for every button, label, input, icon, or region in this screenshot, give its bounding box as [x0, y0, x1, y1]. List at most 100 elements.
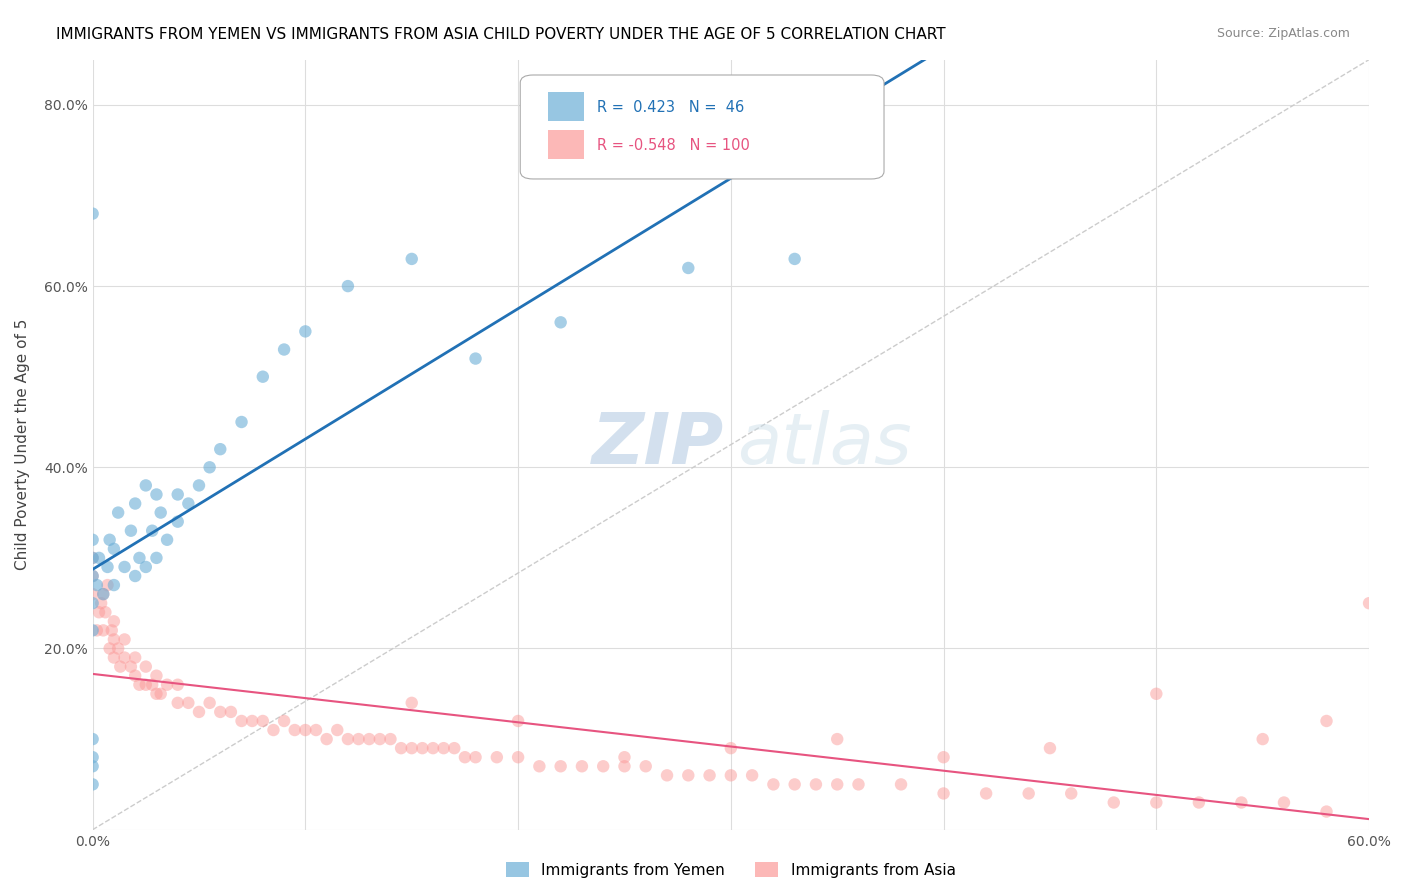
Point — [149, 687, 172, 701]
Point — [91, 624, 114, 638]
Point — [1188, 796, 1211, 810]
Point — [82, 759, 104, 773]
Point — [678, 260, 700, 275]
Point — [326, 723, 349, 737]
Point — [433, 741, 456, 756]
Point — [82, 596, 104, 610]
Point — [82, 206, 104, 220]
Point — [974, 787, 997, 801]
Point — [678, 768, 700, 782]
Point — [1315, 714, 1337, 728]
Point — [145, 487, 167, 501]
Point — [240, 714, 263, 728]
Point — [336, 732, 359, 747]
Point — [110, 659, 132, 673]
Point — [1060, 787, 1083, 801]
Point — [932, 787, 955, 801]
Point — [380, 732, 402, 747]
Point — [135, 560, 157, 574]
Point — [550, 315, 572, 329]
Point — [506, 750, 529, 764]
Point — [634, 759, 657, 773]
Point — [145, 550, 167, 565]
Point — [166, 678, 188, 692]
Point — [571, 759, 593, 773]
Point — [98, 533, 121, 547]
Point — [825, 732, 848, 747]
Point — [592, 759, 614, 773]
Point — [120, 659, 142, 673]
Point — [166, 515, 188, 529]
Point — [103, 650, 125, 665]
Point — [741, 768, 763, 782]
Point — [166, 487, 188, 501]
Point — [890, 777, 912, 791]
Point — [422, 741, 444, 756]
Point — [141, 524, 163, 538]
Point — [114, 560, 136, 574]
Point — [655, 768, 678, 782]
Y-axis label: Child Poverty Under the Age of 5: Child Poverty Under the Age of 5 — [15, 319, 30, 570]
Point — [91, 587, 114, 601]
Point — [124, 668, 146, 682]
Point — [82, 550, 104, 565]
Point — [1251, 732, 1274, 747]
Point — [231, 714, 253, 728]
Point — [135, 659, 157, 673]
Point — [86, 624, 108, 638]
Point — [804, 777, 827, 791]
Point — [401, 741, 423, 756]
Point — [783, 252, 806, 266]
Text: Source: ZipAtlas.com: Source: ZipAtlas.com — [1216, 27, 1350, 40]
Point — [454, 750, 477, 764]
Point — [252, 714, 274, 728]
Point — [128, 678, 150, 692]
Point — [96, 560, 118, 574]
Point — [177, 696, 200, 710]
Point — [219, 705, 242, 719]
Point — [1144, 687, 1167, 701]
Point — [100, 624, 122, 638]
Point — [82, 569, 104, 583]
Point — [82, 533, 104, 547]
Point — [82, 587, 104, 601]
Point — [1358, 596, 1381, 610]
Point — [135, 678, 157, 692]
Point — [932, 750, 955, 764]
Point — [149, 506, 172, 520]
Point — [114, 650, 136, 665]
Point — [135, 478, 157, 492]
Point — [252, 369, 274, 384]
Point — [262, 723, 284, 737]
Point — [124, 569, 146, 583]
Point — [613, 759, 636, 773]
Point — [86, 578, 108, 592]
Point — [82, 624, 104, 638]
Point — [273, 343, 295, 357]
Point — [305, 723, 328, 737]
Point — [103, 578, 125, 592]
Point — [90, 596, 112, 610]
Point — [720, 741, 742, 756]
Point — [98, 641, 121, 656]
Point — [124, 650, 146, 665]
Point — [464, 750, 486, 764]
Point — [156, 678, 179, 692]
Point — [198, 696, 221, 710]
Point — [368, 732, 391, 747]
Point — [114, 632, 136, 647]
Point — [82, 777, 104, 791]
Point — [94, 605, 117, 619]
Point — [128, 550, 150, 565]
Point — [107, 641, 129, 656]
Point — [529, 759, 551, 773]
Point — [1272, 796, 1295, 810]
Point — [699, 768, 721, 782]
Point — [82, 569, 104, 583]
Point — [1230, 796, 1253, 810]
Point — [284, 723, 307, 737]
Point — [166, 696, 188, 710]
Point — [1144, 796, 1167, 810]
Point — [231, 415, 253, 429]
Point — [848, 777, 870, 791]
